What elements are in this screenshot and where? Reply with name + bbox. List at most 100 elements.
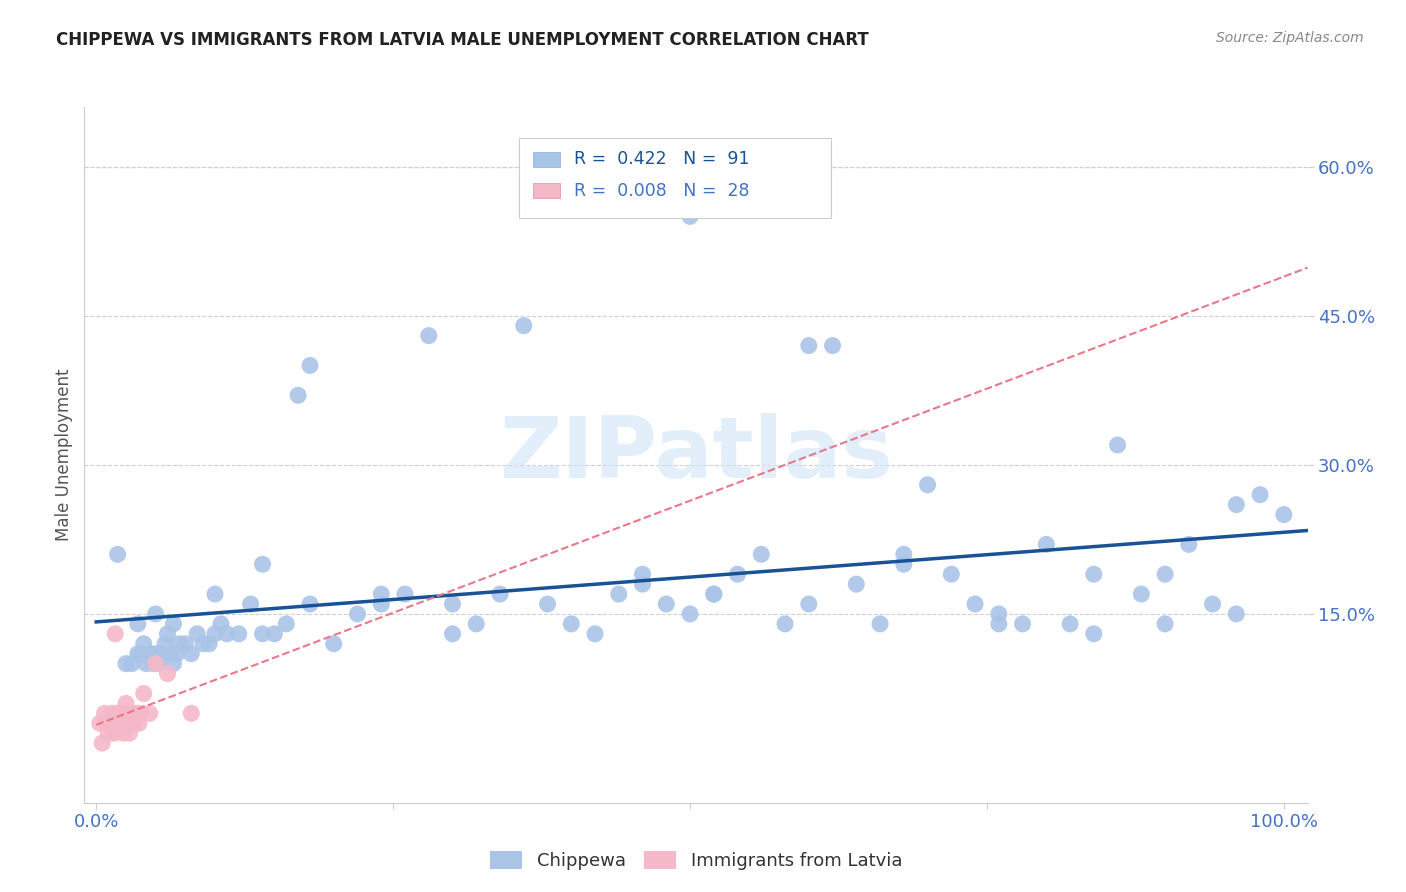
FancyBboxPatch shape xyxy=(533,183,560,198)
Point xyxy=(252,558,274,572)
Point xyxy=(679,210,702,224)
Point xyxy=(869,616,891,631)
Legend: Chippewa, Immigrants from Latvia: Chippewa, Immigrants from Latvia xyxy=(482,844,910,877)
Text: CHIPPEWA VS IMMIGRANTS FROM LATVIA MALE UNEMPLOYMENT CORRELATION CHART: CHIPPEWA VS IMMIGRANTS FROM LATVIA MALE … xyxy=(56,31,869,49)
Point xyxy=(132,686,155,700)
Point xyxy=(186,627,208,641)
Point xyxy=(583,627,606,641)
Point xyxy=(703,587,725,601)
Point xyxy=(111,716,134,731)
Point xyxy=(209,616,232,631)
FancyBboxPatch shape xyxy=(519,138,831,219)
Point xyxy=(162,657,184,671)
Point xyxy=(679,607,702,621)
Point xyxy=(135,657,157,671)
Point xyxy=(166,647,188,661)
Point xyxy=(239,597,262,611)
Point xyxy=(536,597,558,611)
Point xyxy=(162,616,184,631)
Point xyxy=(441,597,464,611)
Point xyxy=(631,567,654,582)
Point xyxy=(204,587,226,601)
Point xyxy=(122,716,145,731)
Point xyxy=(1178,537,1201,551)
Point xyxy=(108,706,131,721)
Point xyxy=(1035,537,1057,551)
Point xyxy=(845,577,868,591)
Point xyxy=(287,388,309,402)
Point xyxy=(204,627,226,641)
Point xyxy=(103,726,125,740)
Point xyxy=(1154,567,1177,582)
Point xyxy=(91,736,114,750)
Point xyxy=(465,616,488,631)
Point xyxy=(821,338,844,352)
Point xyxy=(322,637,344,651)
Point xyxy=(560,616,582,631)
Point xyxy=(370,597,392,611)
Point xyxy=(394,587,416,601)
Point xyxy=(107,716,129,731)
Text: R =  0.422   N =  91: R = 0.422 N = 91 xyxy=(574,150,749,169)
Point xyxy=(1059,616,1081,631)
Point xyxy=(100,716,122,731)
Point xyxy=(773,616,796,631)
Point xyxy=(1083,567,1105,582)
Point xyxy=(115,716,138,731)
Point xyxy=(215,627,238,641)
Point xyxy=(131,706,153,721)
Point xyxy=(607,587,630,601)
Point xyxy=(93,706,115,721)
Point xyxy=(228,627,250,641)
FancyBboxPatch shape xyxy=(533,152,560,167)
Point xyxy=(987,607,1010,621)
Point xyxy=(441,627,464,641)
Point xyxy=(370,587,392,601)
Point xyxy=(107,547,129,561)
Point xyxy=(156,666,179,681)
Point xyxy=(1272,508,1295,522)
Point xyxy=(107,706,129,721)
Point xyxy=(1225,607,1247,621)
Point xyxy=(145,607,167,621)
Point xyxy=(138,706,160,721)
Point xyxy=(121,706,143,721)
Point xyxy=(941,567,963,582)
Point xyxy=(89,716,111,731)
Point xyxy=(655,597,678,611)
Point xyxy=(252,627,274,641)
Point xyxy=(145,657,167,671)
Point xyxy=(1107,438,1129,452)
Point xyxy=(131,647,153,661)
Point xyxy=(346,607,368,621)
Point xyxy=(513,318,536,333)
Point xyxy=(191,637,214,651)
Point xyxy=(125,706,148,721)
Point xyxy=(1154,616,1177,631)
Point xyxy=(893,547,915,561)
Point xyxy=(1225,498,1247,512)
Point xyxy=(150,647,173,661)
Point xyxy=(115,657,138,671)
Point xyxy=(1249,488,1271,502)
Point xyxy=(893,558,915,572)
Point xyxy=(114,706,136,721)
Point xyxy=(145,647,167,661)
Point xyxy=(727,567,749,582)
Y-axis label: Male Unemployment: Male Unemployment xyxy=(55,368,73,541)
Point xyxy=(128,716,150,731)
Point xyxy=(97,726,120,740)
Point xyxy=(797,597,820,611)
Point xyxy=(153,637,176,651)
Point xyxy=(489,587,512,601)
Point xyxy=(142,657,165,671)
Point xyxy=(127,616,149,631)
Text: ZIPatlas: ZIPatlas xyxy=(499,413,893,497)
Point xyxy=(263,627,285,641)
Point xyxy=(138,647,160,661)
Point xyxy=(132,637,155,651)
Point xyxy=(174,637,197,651)
Point xyxy=(298,359,321,373)
Point xyxy=(180,647,202,661)
Point xyxy=(180,706,202,721)
